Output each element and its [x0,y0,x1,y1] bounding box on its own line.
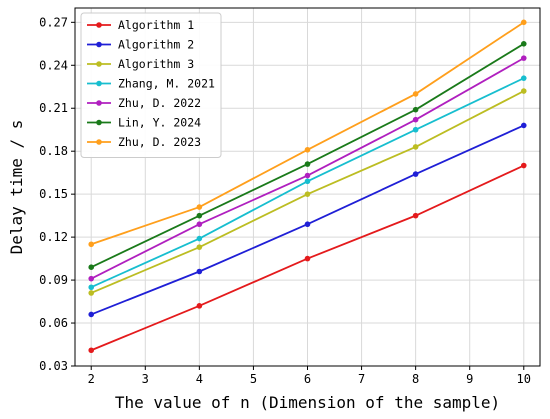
data-point [520,75,527,81]
data-point [520,55,527,61]
y-tick-label: 0.21 [39,101,68,115]
x-axis-ticks: 2 3 4 5 6 7 8 9 10 [88,366,531,386]
data-point [304,178,311,185]
data-point [304,191,311,197]
data-point [88,241,95,248]
data-point [412,171,419,177]
legend-label: Zhu, D. 2023 [118,135,201,149]
data-point [88,311,95,318]
x-tick-label: 2 [88,372,95,386]
x-tick-label: 10 [517,372,531,386]
data-point [196,268,203,275]
legend-item: Algorithm 2 [87,38,194,52]
data-point [196,303,203,309]
x-tick-label: 6 [304,372,311,386]
data-point [412,106,419,113]
data-point [520,88,527,94]
data-point [88,275,95,282]
legend-swatch-marker [96,119,102,126]
legend-label: Algorithm 3 [118,57,194,71]
data-point [412,144,419,150]
data-point [412,126,419,133]
legend-swatch-marker [96,100,102,106]
data-point [412,91,419,97]
y-tick-label: 0.03 [39,359,68,373]
x-tick-label: 8 [412,372,419,386]
data-point [196,212,203,219]
series-2 [88,122,527,318]
legend-item: Zhu, D. 2023 [87,135,201,149]
y-tick-label: 0.09 [39,273,68,287]
data-point [520,122,527,129]
x-tick-label: 4 [196,372,203,386]
legend-item: Algorithm 3 [87,57,194,71]
data-point [304,146,311,153]
data-point [196,204,203,210]
legend: Algorithm 1 Algorithm 2 Algorithm 3 Zhang, … [80,12,222,158]
y-tick-label: 0.27 [39,15,68,29]
y-tick-label: 0.06 [39,316,68,330]
data-point [304,255,311,262]
series-1 [88,162,527,354]
x-tick-label: 7 [358,372,365,386]
data-point [412,116,419,123]
series-4 [88,75,527,291]
y-tick-label: 0.12 [39,230,68,244]
legend-item: Algorithm 1 [87,18,194,32]
legend-swatch-marker [96,139,102,145]
data-point [304,172,311,179]
series-3 [88,88,527,296]
legend-item: Zhu, D. 2022 [87,96,201,110]
data-point [412,212,419,219]
data-point [88,284,95,291]
series-lines [88,19,527,354]
legend-label: Zhu, D. 2022 [118,96,201,110]
data-point [520,19,527,26]
series-5 [88,55,527,282]
data-point [304,161,311,167]
y-tick-label: 0.15 [39,187,68,201]
data-point [520,41,527,47]
x-axis-label: The value of n (Dimension of the sample) [115,393,500,412]
data-point [304,221,311,228]
y-axis-ticks: 0.03 0.06 0.09 0.12 0.15 0.18 0.21 0.24 0.27 [39,15,75,373]
legend-label: Algorithm 2 [118,38,194,52]
y-tick-label: 0.24 [39,58,68,72]
data-point [196,221,203,228]
x-tick-label: 5 [250,372,257,386]
legend-swatch-marker [96,22,102,28]
legend-swatch-marker [96,61,102,67]
data-point [196,235,203,242]
data-point [196,244,203,250]
legend-box [80,12,222,158]
legend-swatch-marker [96,80,102,87]
data-point [88,264,95,270]
legend-label: Lin, Y. 2024 [118,116,201,130]
data-point [88,290,95,296]
x-tick-label: 9 [466,372,473,386]
legend-swatch-marker [96,41,102,48]
legend-label: Algorithm 1 [118,18,194,32]
y-tick-label: 0.18 [39,144,68,158]
data-point [88,347,95,354]
legend-item: Zhang, M. 2021 [87,77,215,91]
y-axis-label: Delay time / s [7,120,26,255]
legend-label: Zhang, M. 2021 [118,77,215,91]
data-point [520,162,527,169]
series-6 [88,41,527,270]
x-tick-label: 3 [142,372,149,386]
series-7 [88,19,527,248]
legend-item: Lin, Y. 2024 [87,116,201,130]
